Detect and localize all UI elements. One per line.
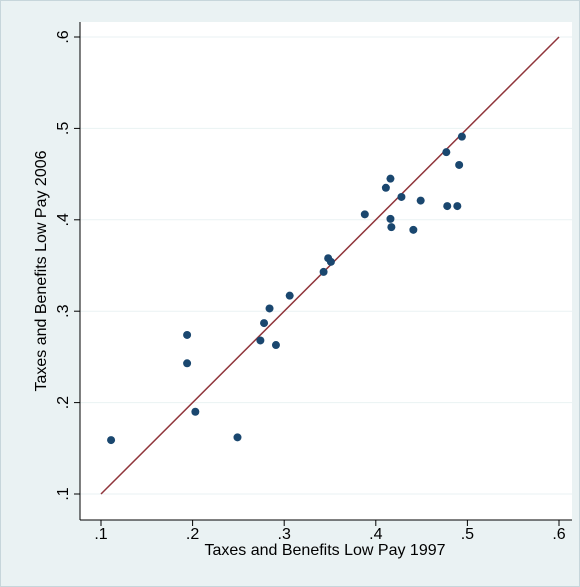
point: [455, 160, 464, 169]
point: [386, 214, 395, 223]
x-tick-label: .1: [94, 526, 107, 543]
x-tick-label: .4: [369, 526, 382, 543]
y-tick-label: .6: [55, 30, 72, 43]
point: [107, 436, 116, 445]
x-axis-title: Taxes and Benefits Low Pay 1997: [204, 542, 445, 559]
point: [183, 330, 192, 339]
point: [409, 225, 418, 234]
y-tick-label: .2: [55, 396, 72, 409]
point: [416, 196, 425, 205]
point: [457, 132, 466, 141]
point: [256, 336, 265, 345]
point: [326, 257, 335, 266]
x-tick-label: .5: [461, 526, 474, 543]
point: [285, 291, 294, 300]
point: [183, 359, 192, 368]
x-tick-label: .6: [552, 526, 565, 543]
x-tick-label: .2: [186, 526, 199, 543]
point: [443, 202, 452, 211]
point: [191, 407, 200, 416]
y-tick-label: .5: [55, 122, 72, 135]
point: [271, 341, 280, 350]
point: [233, 433, 242, 442]
point: [387, 223, 396, 232]
point: [319, 267, 328, 276]
y-tick-label: .4: [55, 213, 72, 226]
point: [442, 148, 451, 157]
x-tick-label: .3: [278, 526, 291, 543]
point: [260, 319, 269, 328]
point: [453, 202, 462, 211]
y-tick-label: .1: [55, 487, 72, 500]
point: [381, 183, 390, 192]
point: [397, 192, 406, 201]
point: [386, 174, 395, 183]
point: [265, 304, 274, 313]
y-axis-title: Taxes and Benefits Low Pay 2006: [33, 150, 50, 391]
point: [360, 210, 369, 219]
y-tick-label: .3: [55, 304, 72, 317]
